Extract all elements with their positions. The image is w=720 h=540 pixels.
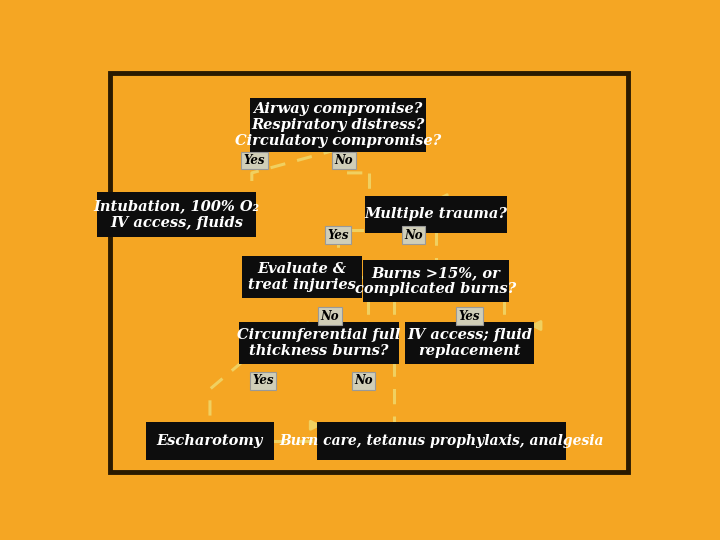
Text: No: No	[354, 374, 373, 387]
FancyBboxPatch shape	[317, 422, 566, 460]
Text: Evaluate &
treat injuries: Evaluate & treat injuries	[248, 262, 356, 292]
Text: No: No	[405, 229, 423, 242]
Text: Yes: Yes	[328, 229, 349, 242]
Text: Yes: Yes	[459, 310, 480, 323]
Text: Yes: Yes	[244, 154, 266, 167]
FancyBboxPatch shape	[239, 322, 399, 365]
FancyBboxPatch shape	[250, 98, 426, 152]
Text: Multiple trauma?: Multiple trauma?	[364, 207, 508, 221]
Text: IV access; fluid
replacement: IV access; fluid replacement	[407, 328, 532, 359]
Text: No: No	[335, 154, 354, 167]
Text: Airway compromise?
Respiratory distress?
Circulatory compromise?: Airway compromise? Respiratory distress?…	[235, 102, 441, 148]
Text: Burn care, tetanus prophylaxis, analgesia: Burn care, tetanus prophylaxis, analgesi…	[279, 434, 604, 448]
Text: Burns >15%, or
complicated burns?: Burns >15%, or complicated burns?	[356, 266, 516, 296]
Text: Yes: Yes	[252, 374, 274, 387]
FancyBboxPatch shape	[405, 322, 534, 365]
FancyBboxPatch shape	[96, 192, 256, 237]
Text: No: No	[320, 310, 339, 323]
FancyBboxPatch shape	[363, 260, 509, 302]
FancyBboxPatch shape	[242, 256, 362, 298]
Text: Intubation, 100% O₂
IV access, fluids: Intubation, 100% O₂ IV access, fluids	[94, 199, 259, 230]
FancyBboxPatch shape	[145, 422, 274, 460]
Text: Circumferential full
thickness burns?: Circumferential full thickness burns?	[237, 328, 400, 359]
FancyBboxPatch shape	[364, 195, 508, 233]
Text: Escharotomy: Escharotomy	[157, 434, 263, 448]
